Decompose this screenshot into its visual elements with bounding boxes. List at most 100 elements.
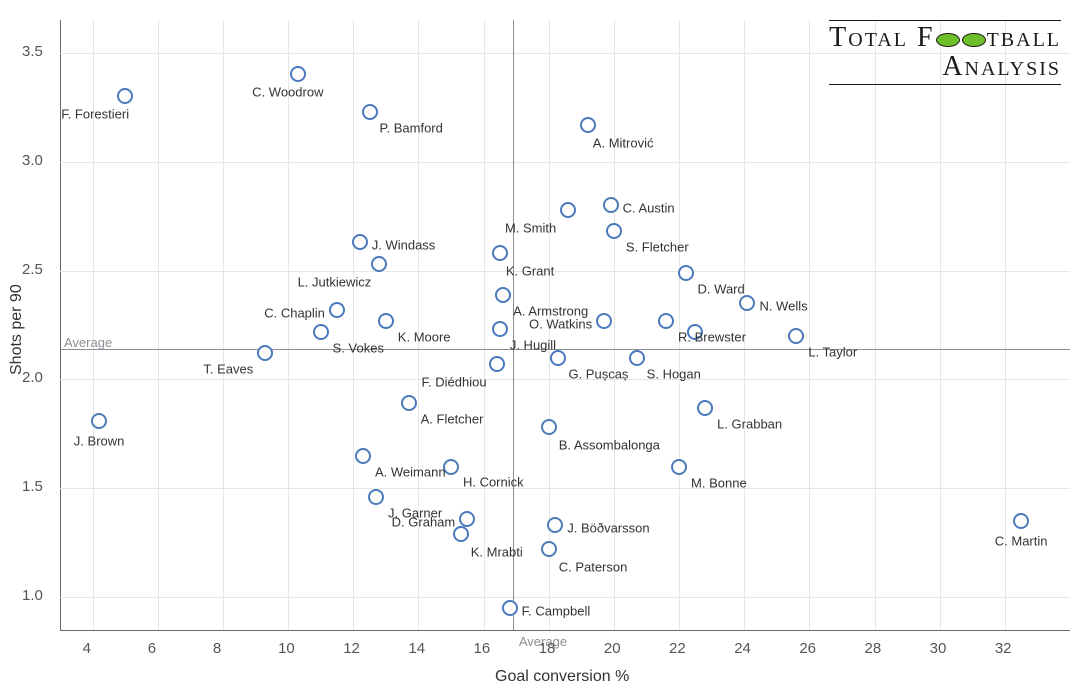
- point-label: J. Hugill: [510, 338, 556, 353]
- logo-o-icon: [962, 33, 986, 47]
- grid-h: [60, 162, 1070, 163]
- point-label: K. Mrabti: [471, 545, 523, 560]
- grid-v: [614, 20, 615, 630]
- x-axis-line: [60, 630, 1070, 631]
- grid-v: [223, 20, 224, 630]
- scatter-marker: [290, 66, 306, 82]
- scatter-marker: [541, 541, 557, 557]
- point-label: L. Taylor: [808, 344, 857, 359]
- x-tick: 10: [278, 640, 295, 657]
- scatter-marker: [606, 223, 622, 239]
- grid-v: [679, 20, 680, 630]
- scatter-marker: [697, 400, 713, 416]
- grid-v: [418, 20, 419, 630]
- point-label: G. Pușcaș: [568, 366, 628, 381]
- avg-label-y: Average: [64, 335, 112, 350]
- point-label: L. Jutkiewicz: [298, 275, 372, 290]
- point-label: T. Eaves: [203, 362, 253, 377]
- y-axis-title: Shots per 90: [8, 284, 26, 375]
- scatter-marker: [547, 517, 563, 533]
- point-label: J. Brown: [74, 433, 125, 448]
- x-tick: 6: [148, 640, 156, 657]
- scatter-marker: [91, 413, 107, 429]
- point-label: S. Fletcher: [626, 240, 689, 255]
- grid-v: [353, 20, 354, 630]
- point-label: J. Windass: [372, 238, 436, 253]
- scatter-marker: [378, 313, 394, 329]
- point-label: H. Cornick: [463, 474, 524, 489]
- scatter-marker: [355, 448, 371, 464]
- scatter-marker: [368, 489, 384, 505]
- scatter-marker: [1013, 513, 1029, 529]
- y-tick: 3.5: [22, 43, 43, 60]
- logo-line1a: Total F: [829, 22, 934, 53]
- y-tick: 3.0: [22, 152, 43, 169]
- point-label: S. Vokes: [333, 340, 384, 355]
- point-label: L. Grabban: [717, 416, 782, 431]
- avg-line-h: [60, 349, 1070, 350]
- point-label: A. Fletcher: [421, 412, 484, 427]
- point-label: B. Assombalonga: [559, 438, 660, 453]
- x-tick: 16: [474, 640, 491, 657]
- scatter-marker: [502, 600, 518, 616]
- point-label: S. Hogan: [647, 366, 701, 381]
- scatter-marker: [492, 245, 508, 261]
- grid-h: [60, 379, 1070, 380]
- point-label: C. Paterson: [559, 560, 628, 575]
- scatter-marker: [352, 234, 368, 250]
- grid-v: [484, 20, 485, 630]
- scatter-marker: [678, 265, 694, 281]
- x-tick: 18: [539, 640, 556, 657]
- x-tick: 32: [995, 640, 1012, 657]
- point-label: N. Wells: [759, 299, 807, 314]
- scatter-marker: [313, 324, 329, 340]
- x-tick: 24: [734, 640, 751, 657]
- scatter-marker: [117, 88, 133, 104]
- scatter-marker: [560, 202, 576, 218]
- scatter-marker: [739, 295, 755, 311]
- scatter-marker: [459, 511, 475, 527]
- point-label: C. Woodrow: [252, 85, 323, 100]
- point-label: F. Campbell: [522, 604, 591, 619]
- x-axis-title: Goal conversion %: [495, 668, 629, 686]
- scatter-marker: [495, 287, 511, 303]
- x-tick: 14: [408, 640, 425, 657]
- scatter-marker: [401, 395, 417, 411]
- grid-v: [288, 20, 289, 630]
- y-tick: 1.0: [22, 587, 43, 604]
- point-label: P. Bamford: [380, 120, 443, 135]
- logo-o-icon: [936, 33, 960, 47]
- point-label: M. Smith: [505, 220, 556, 235]
- point-label: C. Martin: [995, 534, 1048, 549]
- logo: Total FtballAnalysis: [829, 20, 1061, 85]
- point-label: M. Bonne: [691, 475, 747, 490]
- point-label: C. Chaplin: [264, 305, 325, 320]
- scatter-marker: [371, 256, 387, 272]
- scatter-marker: [580, 117, 596, 133]
- y-tick: 1.5: [22, 478, 43, 495]
- point-label: D. Ward: [698, 281, 745, 296]
- x-tick: 30: [930, 640, 947, 657]
- scatter-marker: [658, 313, 674, 329]
- point-label: A. Weimann: [375, 464, 446, 479]
- grid-h: [60, 488, 1070, 489]
- grid-v: [744, 20, 745, 630]
- grid-v: [875, 20, 876, 630]
- scatter-marker: [603, 197, 619, 213]
- avg-line-v: [513, 20, 514, 630]
- point-label: K. Moore: [398, 329, 451, 344]
- x-tick: 28: [865, 640, 882, 657]
- y-tick: 2.5: [22, 261, 43, 278]
- point-label: C. Austin: [623, 201, 675, 216]
- x-tick: 4: [83, 640, 91, 657]
- x-tick: 20: [604, 640, 621, 657]
- point-label: A. Mitrović: [593, 135, 654, 150]
- grid-v: [809, 20, 810, 630]
- point-label: R. Brewster: [678, 329, 746, 344]
- grid-h: [60, 597, 1070, 598]
- point-label: F. Diédhiou: [422, 375, 487, 390]
- point-label: K. Grant: [506, 264, 554, 279]
- point-label: F. Forestieri: [61, 107, 129, 122]
- grid-v: [940, 20, 941, 630]
- x-tick: 8: [213, 640, 221, 657]
